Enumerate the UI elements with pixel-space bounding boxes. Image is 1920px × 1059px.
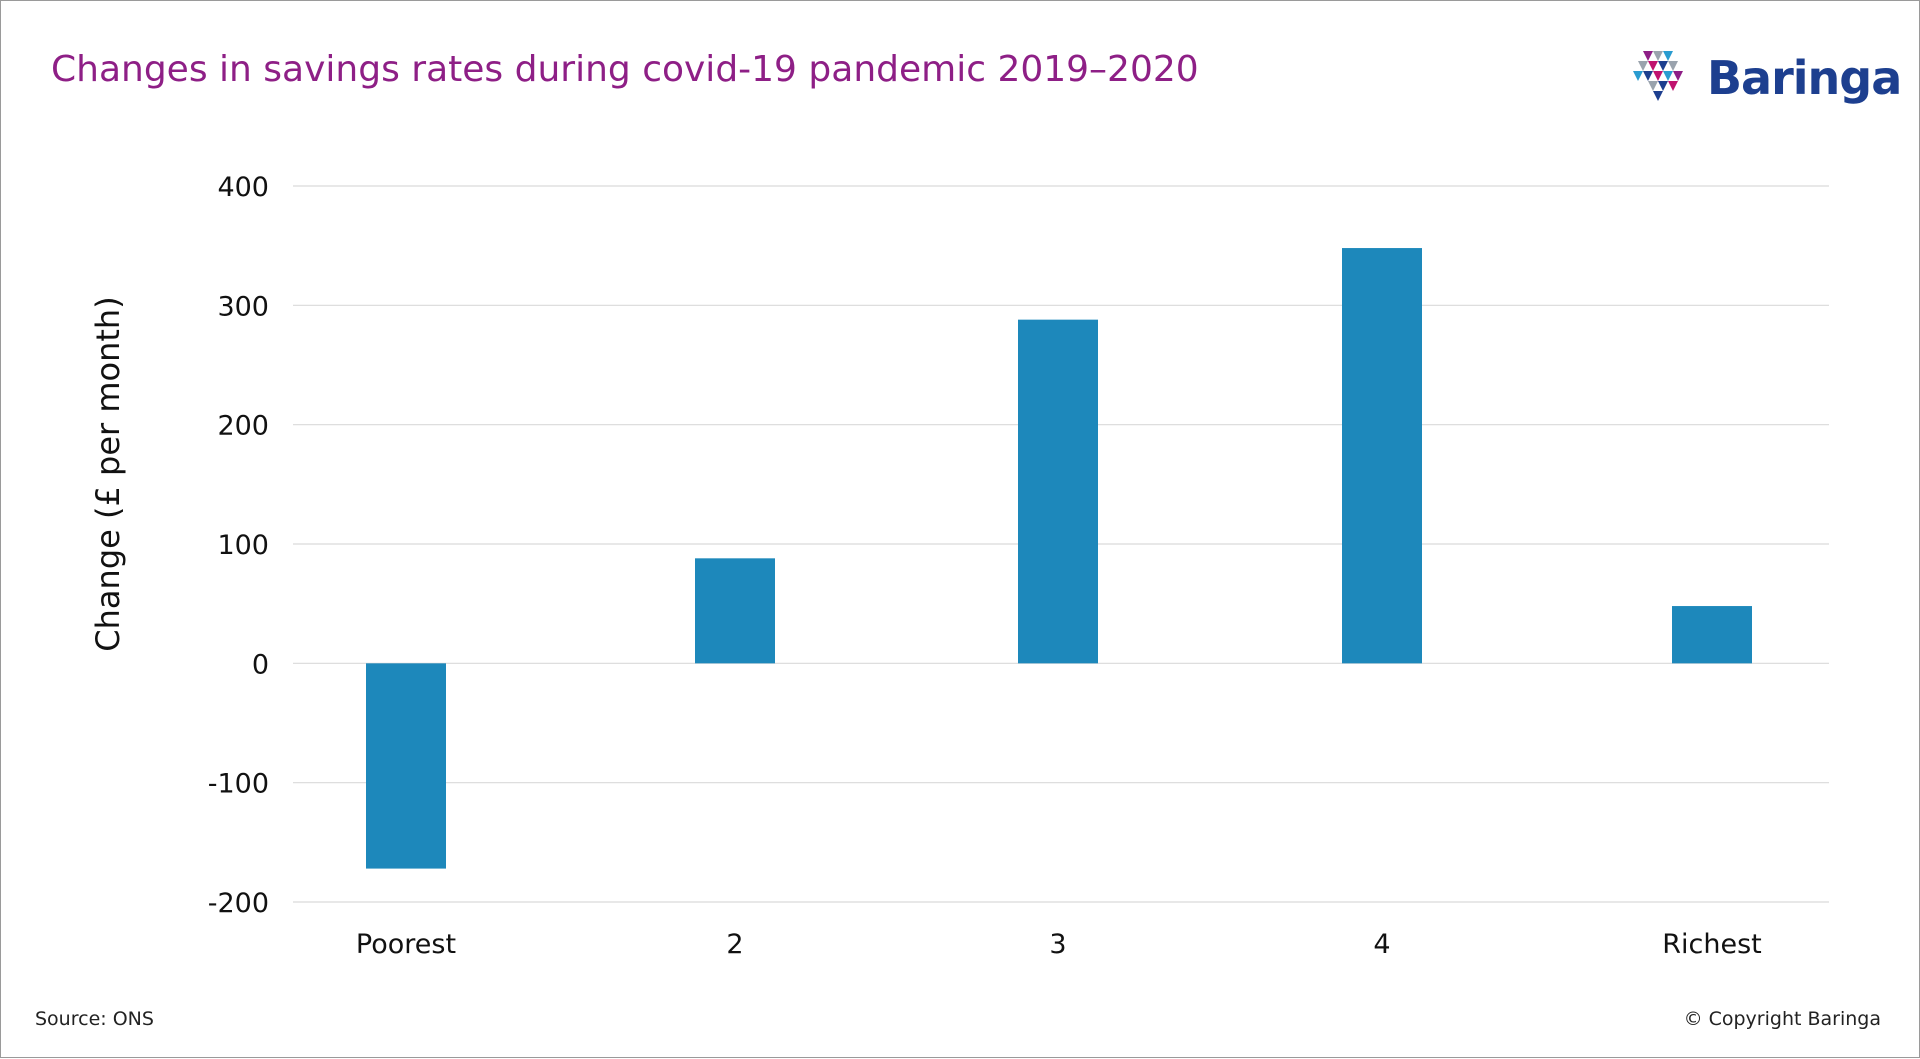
source-note: Source: ONS <box>35 1008 154 1030</box>
bar <box>1018 319 1098 664</box>
y-tick-label: 300 <box>217 291 269 322</box>
y-axis-label: Change (£ per month) <box>89 296 127 651</box>
bar <box>366 663 446 869</box>
y-tick-label: 200 <box>217 411 269 442</box>
x-axis-ticks: Poorest 2 3 4 Richest <box>356 929 1762 960</box>
y-axis-ticks: 400 300 200 100 0 -100 -200 <box>208 172 269 919</box>
x-tick-label: Poorest <box>356 929 456 960</box>
bars <box>366 248 1752 869</box>
brand-name: Baringa <box>1707 51 1902 105</box>
copyright-note: © Copyright Baringa <box>1683 1008 1881 1030</box>
y-tick-label: -100 <box>208 769 269 800</box>
y-tick-label: -200 <box>208 888 269 919</box>
x-tick-label: 4 <box>1373 929 1390 960</box>
y-tick-label: 400 <box>217 172 269 203</box>
bar <box>1672 606 1752 664</box>
x-tick-label: Richest <box>1662 929 1761 960</box>
bar <box>695 558 775 664</box>
y-tick-label: 0 <box>252 649 269 680</box>
x-tick-label: 2 <box>726 929 743 960</box>
x-tick-label: 3 <box>1049 929 1066 960</box>
chart-title: Changes in savings rates during covid-19… <box>51 49 1199 90</box>
triangle-mosaic-icon <box>1633 51 1683 101</box>
brand-logo: Baringa <box>1629 47 1902 113</box>
bar <box>1342 248 1422 664</box>
y-tick-label: 100 <box>217 530 269 561</box>
